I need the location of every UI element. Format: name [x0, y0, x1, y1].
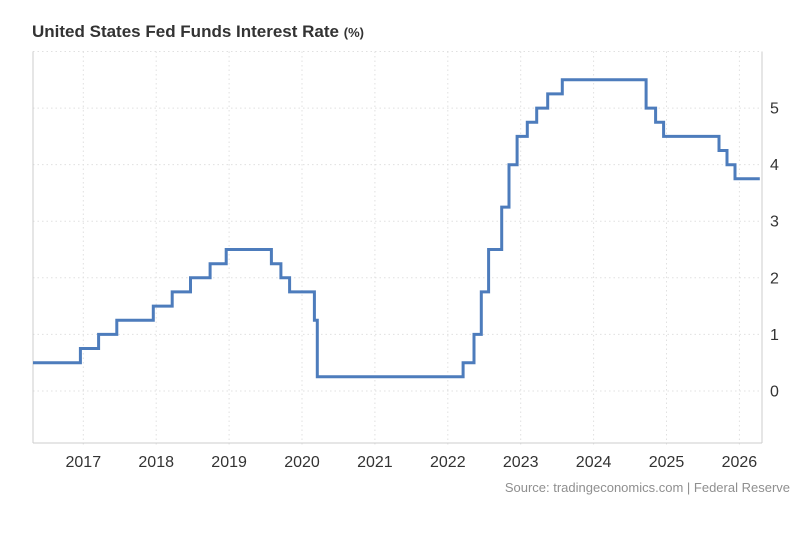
- y-tick-label: 5: [770, 101, 779, 118]
- x-tick-label: 2021: [357, 454, 393, 471]
- y-tick-label: 3: [770, 214, 779, 231]
- x-tick-label: 2020: [284, 454, 320, 471]
- x-tick-label: 2022: [430, 454, 466, 471]
- x-tick-label: 2026: [722, 454, 758, 471]
- y-tick-label: 0: [770, 383, 779, 400]
- x-tick-label: 2019: [211, 454, 247, 471]
- x-tick-label: 2024: [576, 454, 612, 471]
- x-tick-label: 2023: [503, 454, 539, 471]
- source-attribution: Source: tradingeconomics.com | Federal R…: [504, 480, 790, 495]
- chart-title: United States Fed Funds Interest Rate (%…: [32, 22, 364, 42]
- y-tick-label: 1: [770, 327, 779, 344]
- x-tick-label: 2018: [138, 454, 174, 471]
- chart-title-text: United States Fed Funds Interest Rate: [32, 22, 339, 41]
- chart-title-unit: (%): [343, 25, 364, 40]
- y-tick-label: 2: [770, 270, 779, 287]
- series-line-fed-funds-rate: [33, 78, 760, 379]
- plot-area[interactable]: [33, 52, 762, 444]
- x-tick-label: 2025: [649, 454, 685, 471]
- y-tick-label: 4: [770, 157, 779, 174]
- x-tick-label: 2017: [66, 454, 102, 471]
